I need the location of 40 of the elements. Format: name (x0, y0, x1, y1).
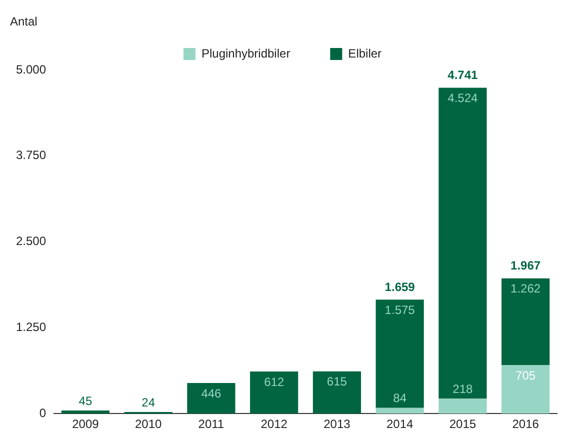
x-tick-label: 2009 (72, 417, 100, 432)
bar (376, 300, 424, 408)
total-label: 1.659 (384, 280, 416, 294)
data-label: 1.575 (384, 302, 416, 317)
bar (61, 410, 110, 414)
data-label: 446 (201, 386, 222, 400)
bar (187, 382, 236, 414)
x-tick-label: 2013 (324, 417, 351, 432)
y-tick-label: 5.000 (16, 62, 46, 76)
y-tick-label: 2.500 (16, 234, 46, 248)
x-tick-label: 2012 (260, 417, 288, 432)
bar (312, 371, 361, 414)
x-tick-label: 2014 (386, 417, 414, 432)
total-label: 1.967 (510, 258, 541, 273)
bar (376, 408, 424, 414)
bar (502, 365, 550, 414)
x-tick-label: 2010 (134, 417, 162, 432)
data-label: 615 (326, 374, 348, 389)
legend-label: Pluginhybridbiler (201, 46, 290, 60)
x-tick-label: 2016 (512, 417, 540, 432)
data-label: 45 (78, 394, 92, 408)
legend-label: Elbiler (348, 46, 382, 60)
data-label: 218 (452, 382, 474, 396)
y-tick-label: 0 (39, 406, 46, 420)
y-axis-title: Antal (10, 14, 38, 28)
data-label: 612 (264, 374, 284, 389)
data-label: 1.262 (510, 282, 541, 296)
data-label: 84 (393, 391, 407, 406)
bar (502, 278, 550, 366)
data-label: 705 (516, 368, 536, 382)
y-tick-label: 1.250 (16, 320, 46, 334)
bar (438, 88, 487, 399)
x-tick-label: 2015 (449, 417, 476, 432)
data-label: 24 (142, 395, 156, 410)
data-label: 4.524 (448, 91, 478, 106)
bar (438, 398, 487, 414)
y-tick-label: 3.750 (16, 148, 46, 162)
bar (250, 372, 298, 414)
x-tick-label: 2011 (198, 417, 224, 432)
total-label: 4.741 (448, 68, 478, 82)
